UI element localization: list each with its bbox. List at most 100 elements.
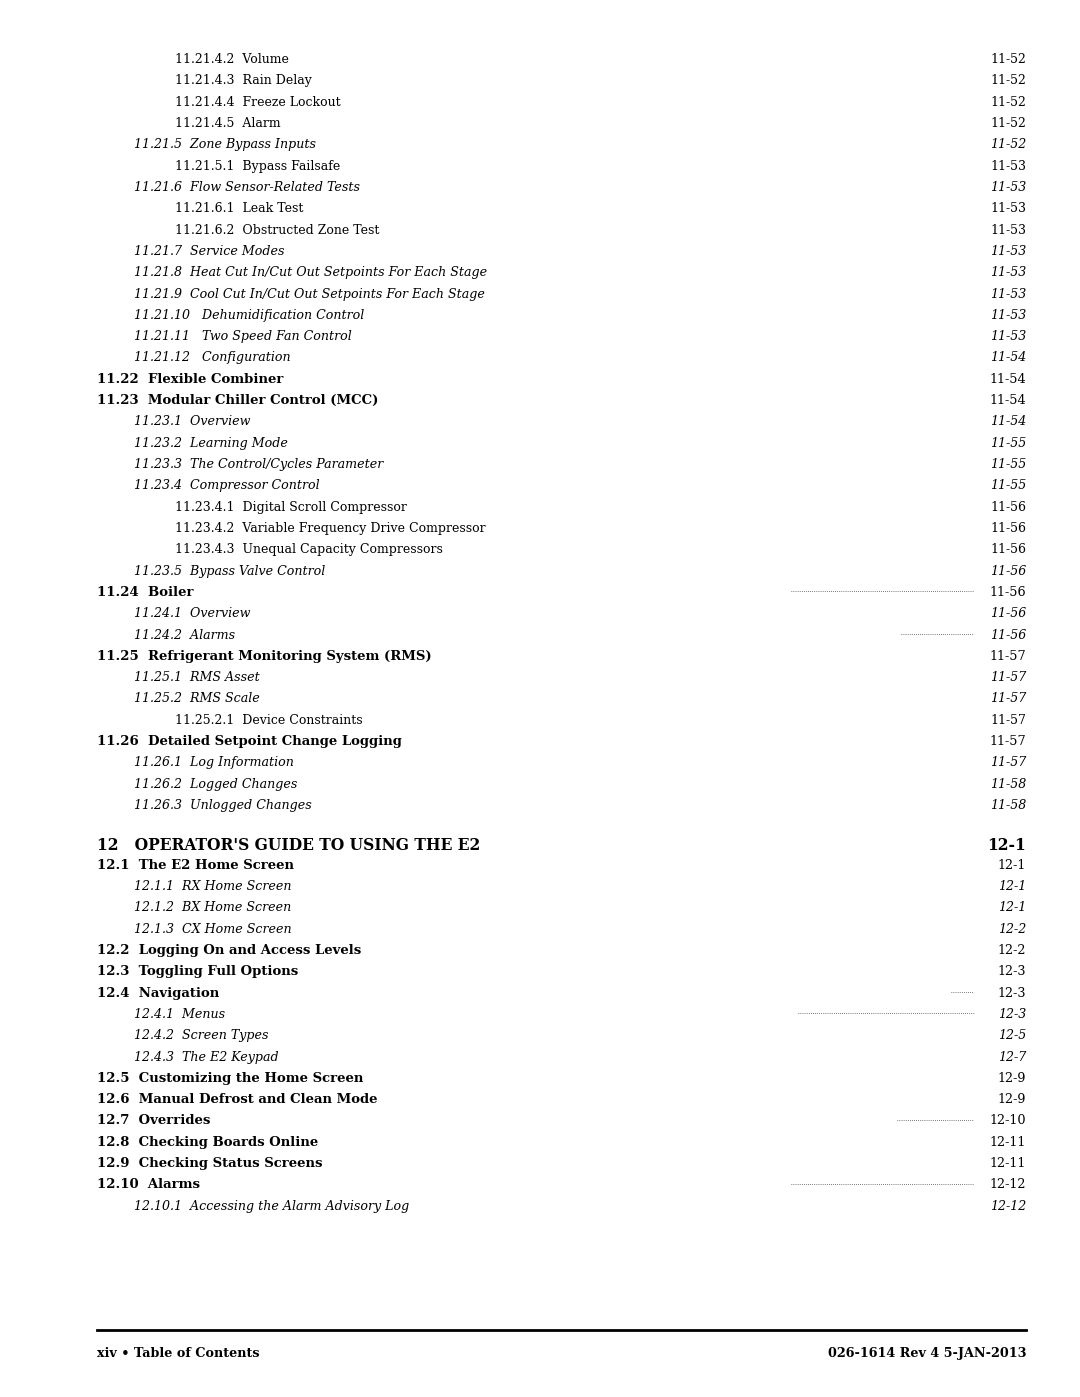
Text: 11-53: 11-53	[989, 309, 1026, 321]
Text: xiv • Table of Contents: xiv • Table of Contents	[97, 1347, 259, 1359]
Text: 11-53: 11-53	[989, 182, 1026, 194]
Text: 11.21.10   Dehumidification Control: 11.21.10 Dehumidification Control	[134, 309, 364, 321]
Text: 12-1: 12-1	[998, 859, 1026, 872]
Text: 11.21.6  Flow Sensor-Related Tests: 11.21.6 Flow Sensor-Related Tests	[134, 182, 360, 194]
Text: 11.23.4  Compressor Control: 11.23.4 Compressor Control	[134, 479, 320, 492]
Text: 11-52: 11-52	[990, 117, 1026, 130]
Text: 12-9: 12-9	[998, 1094, 1026, 1106]
Text: 11-55: 11-55	[989, 437, 1026, 450]
Text: 11.21.5.1  Bypass Failsafe: 11.21.5.1 Bypass Failsafe	[175, 159, 340, 173]
Text: 11-53: 11-53	[990, 203, 1026, 215]
Text: 12-3: 12-3	[998, 986, 1026, 1000]
Text: 026-1614 Rev 4 5-JAN-2013: 026-1614 Rev 4 5-JAN-2013	[827, 1347, 1026, 1359]
Text: 12.4.3  The E2 Keypad: 12.4.3 The E2 Keypad	[134, 1051, 279, 1063]
Text: 11-56: 11-56	[990, 500, 1026, 514]
Text: 11-54: 11-54	[989, 373, 1026, 386]
Text: 11.26  Detailed Setpoint Change Logging: 11.26 Detailed Setpoint Change Logging	[97, 735, 402, 749]
Text: 11.25.2.1  Device Constraints: 11.25.2.1 Device Constraints	[175, 714, 363, 726]
Text: 12.4  Navigation: 12.4 Navigation	[97, 986, 219, 1000]
Text: 11.26.1  Log Information: 11.26.1 Log Information	[134, 756, 294, 770]
Text: 12.7  Overrides: 12.7 Overrides	[97, 1115, 211, 1127]
Text: 12.1.2  BX Home Screen: 12.1.2 BX Home Screen	[134, 901, 292, 915]
Text: 12.4.1  Menus: 12.4.1 Menus	[134, 1007, 225, 1021]
Text: 11-57: 11-57	[989, 650, 1026, 662]
Text: 11.24  Boiler: 11.24 Boiler	[97, 585, 193, 599]
Text: 11-53: 11-53	[990, 224, 1026, 236]
Text: 12.4.2  Screen Types: 12.4.2 Screen Types	[134, 1030, 269, 1042]
Text: 12-9: 12-9	[998, 1071, 1026, 1085]
Text: 12-2: 12-2	[998, 922, 1026, 936]
Text: 12-3: 12-3	[998, 965, 1026, 978]
Text: 11-52: 11-52	[990, 53, 1026, 66]
Text: 11.25.1  RMS Asset: 11.25.1 RMS Asset	[134, 671, 259, 685]
Text: 11.23.5  Bypass Valve Control: 11.23.5 Bypass Valve Control	[134, 564, 325, 577]
Text: 11.21.9  Cool Cut In/Cut Out Setpoints For Each Stage: 11.21.9 Cool Cut In/Cut Out Setpoints Fo…	[134, 288, 485, 300]
Text: 12.6  Manual Defrost and Clean Mode: 12.6 Manual Defrost and Clean Mode	[97, 1094, 378, 1106]
Text: 12-12: 12-12	[989, 1200, 1026, 1213]
Text: 11.23.1  Overview: 11.23.1 Overview	[134, 415, 251, 429]
Text: 12.2  Logging On and Access Levels: 12.2 Logging On and Access Levels	[97, 944, 362, 957]
Text: 11-55: 11-55	[989, 479, 1026, 492]
Text: 12.8  Checking Boards Online: 12.8 Checking Boards Online	[97, 1136, 319, 1148]
Text: 11.21.4.3  Rain Delay: 11.21.4.3 Rain Delay	[175, 74, 312, 88]
Text: 12-11: 12-11	[989, 1136, 1026, 1148]
Text: 12-1: 12-1	[998, 880, 1026, 893]
Text: 12.9  Checking Status Screens: 12.9 Checking Status Screens	[97, 1157, 323, 1171]
Text: 11-58: 11-58	[989, 778, 1026, 791]
Text: 11-56: 11-56	[989, 585, 1026, 599]
Text: 11.21.11   Two Speed Fan Control: 11.21.11 Two Speed Fan Control	[134, 330, 352, 344]
Text: 11-57: 11-57	[990, 714, 1026, 726]
Text: 11-52: 11-52	[990, 74, 1026, 88]
Text: 11-56: 11-56	[989, 608, 1026, 620]
Text: 11.23.4.3  Unequal Capacity Compressors: 11.23.4.3 Unequal Capacity Compressors	[175, 543, 443, 556]
Text: 11.21.5  Zone Bypass Inputs: 11.21.5 Zone Bypass Inputs	[134, 138, 316, 151]
Text: 11.23.4.2  Variable Frequency Drive Compressor: 11.23.4.2 Variable Frequency Drive Compr…	[175, 522, 486, 535]
Text: 12-1: 12-1	[998, 901, 1026, 915]
Text: 11-56: 11-56	[990, 543, 1026, 556]
Text: 12.3  Toggling Full Options: 12.3 Toggling Full Options	[97, 965, 298, 978]
Text: 11.23.3  The Control/Cycles Parameter: 11.23.3 The Control/Cycles Parameter	[134, 458, 383, 471]
Text: 11-57: 11-57	[989, 735, 1026, 749]
Text: 12.10.1  Accessing the Alarm Advisory Log: 12.10.1 Accessing the Alarm Advisory Log	[134, 1200, 409, 1213]
Text: 12.1.3  CX Home Screen: 12.1.3 CX Home Screen	[134, 922, 292, 936]
Text: 11-54: 11-54	[989, 352, 1026, 365]
Text: 11-53: 11-53	[989, 244, 1026, 258]
Text: 12-3: 12-3	[998, 1007, 1026, 1021]
Text: 11.25.2  RMS Scale: 11.25.2 RMS Scale	[134, 693, 259, 705]
Text: 11-56: 11-56	[990, 522, 1026, 535]
Text: 12   OPERATOR'S GUIDE TO USING THE E2: 12 OPERATOR'S GUIDE TO USING THE E2	[97, 837, 481, 855]
Text: 12.5  Customizing the Home Screen: 12.5 Customizing the Home Screen	[97, 1071, 364, 1085]
Text: 11-55: 11-55	[989, 458, 1026, 471]
Text: 12-12: 12-12	[989, 1179, 1026, 1192]
Text: 12-10: 12-10	[989, 1115, 1026, 1127]
Text: 11.26.3  Unlogged Changes: 11.26.3 Unlogged Changes	[134, 799, 312, 812]
Text: 11-53: 11-53	[989, 330, 1026, 344]
Text: 12.1  The E2 Home Screen: 12.1 The E2 Home Screen	[97, 859, 294, 872]
Text: 11.24.1  Overview: 11.24.1 Overview	[134, 608, 251, 620]
Text: 11-52: 11-52	[989, 138, 1026, 151]
Text: 11.23  Modular Chiller Control (MCC): 11.23 Modular Chiller Control (MCC)	[97, 394, 379, 407]
Text: 11-57: 11-57	[989, 671, 1026, 685]
Text: 11.21.4.2  Volume: 11.21.4.2 Volume	[175, 53, 288, 66]
Text: 11-58: 11-58	[989, 799, 1026, 812]
Text: 11-56: 11-56	[989, 564, 1026, 577]
Text: 12-2: 12-2	[998, 944, 1026, 957]
Text: 11.22  Flexible Combiner: 11.22 Flexible Combiner	[97, 373, 284, 386]
Text: 11-53: 11-53	[989, 288, 1026, 300]
Text: 11-56: 11-56	[989, 629, 1026, 641]
Text: 11.23.4.1  Digital Scroll Compressor: 11.23.4.1 Digital Scroll Compressor	[175, 500, 407, 514]
Text: 12-7: 12-7	[998, 1051, 1026, 1063]
Text: 11-53: 11-53	[989, 267, 1026, 279]
Text: 12-11: 12-11	[989, 1157, 1026, 1171]
Text: 11.21.6.2  Obstructed Zone Test: 11.21.6.2 Obstructed Zone Test	[175, 224, 379, 236]
Text: 11-54: 11-54	[989, 415, 1026, 429]
Text: 11-57: 11-57	[989, 693, 1026, 705]
Text: 11.21.4.5  Alarm: 11.21.4.5 Alarm	[175, 117, 281, 130]
Text: 12.1.1  RX Home Screen: 12.1.1 RX Home Screen	[134, 880, 292, 893]
Text: 11.25  Refrigerant Monitoring System (RMS): 11.25 Refrigerant Monitoring System (RMS…	[97, 650, 432, 662]
Text: 11.21.4.4  Freeze Lockout: 11.21.4.4 Freeze Lockout	[175, 96, 340, 109]
Text: 11-57: 11-57	[989, 756, 1026, 770]
Text: 11-52: 11-52	[990, 96, 1026, 109]
Text: 11.24.2  Alarms: 11.24.2 Alarms	[134, 629, 235, 641]
Text: 11.23.2  Learning Mode: 11.23.2 Learning Mode	[134, 437, 287, 450]
